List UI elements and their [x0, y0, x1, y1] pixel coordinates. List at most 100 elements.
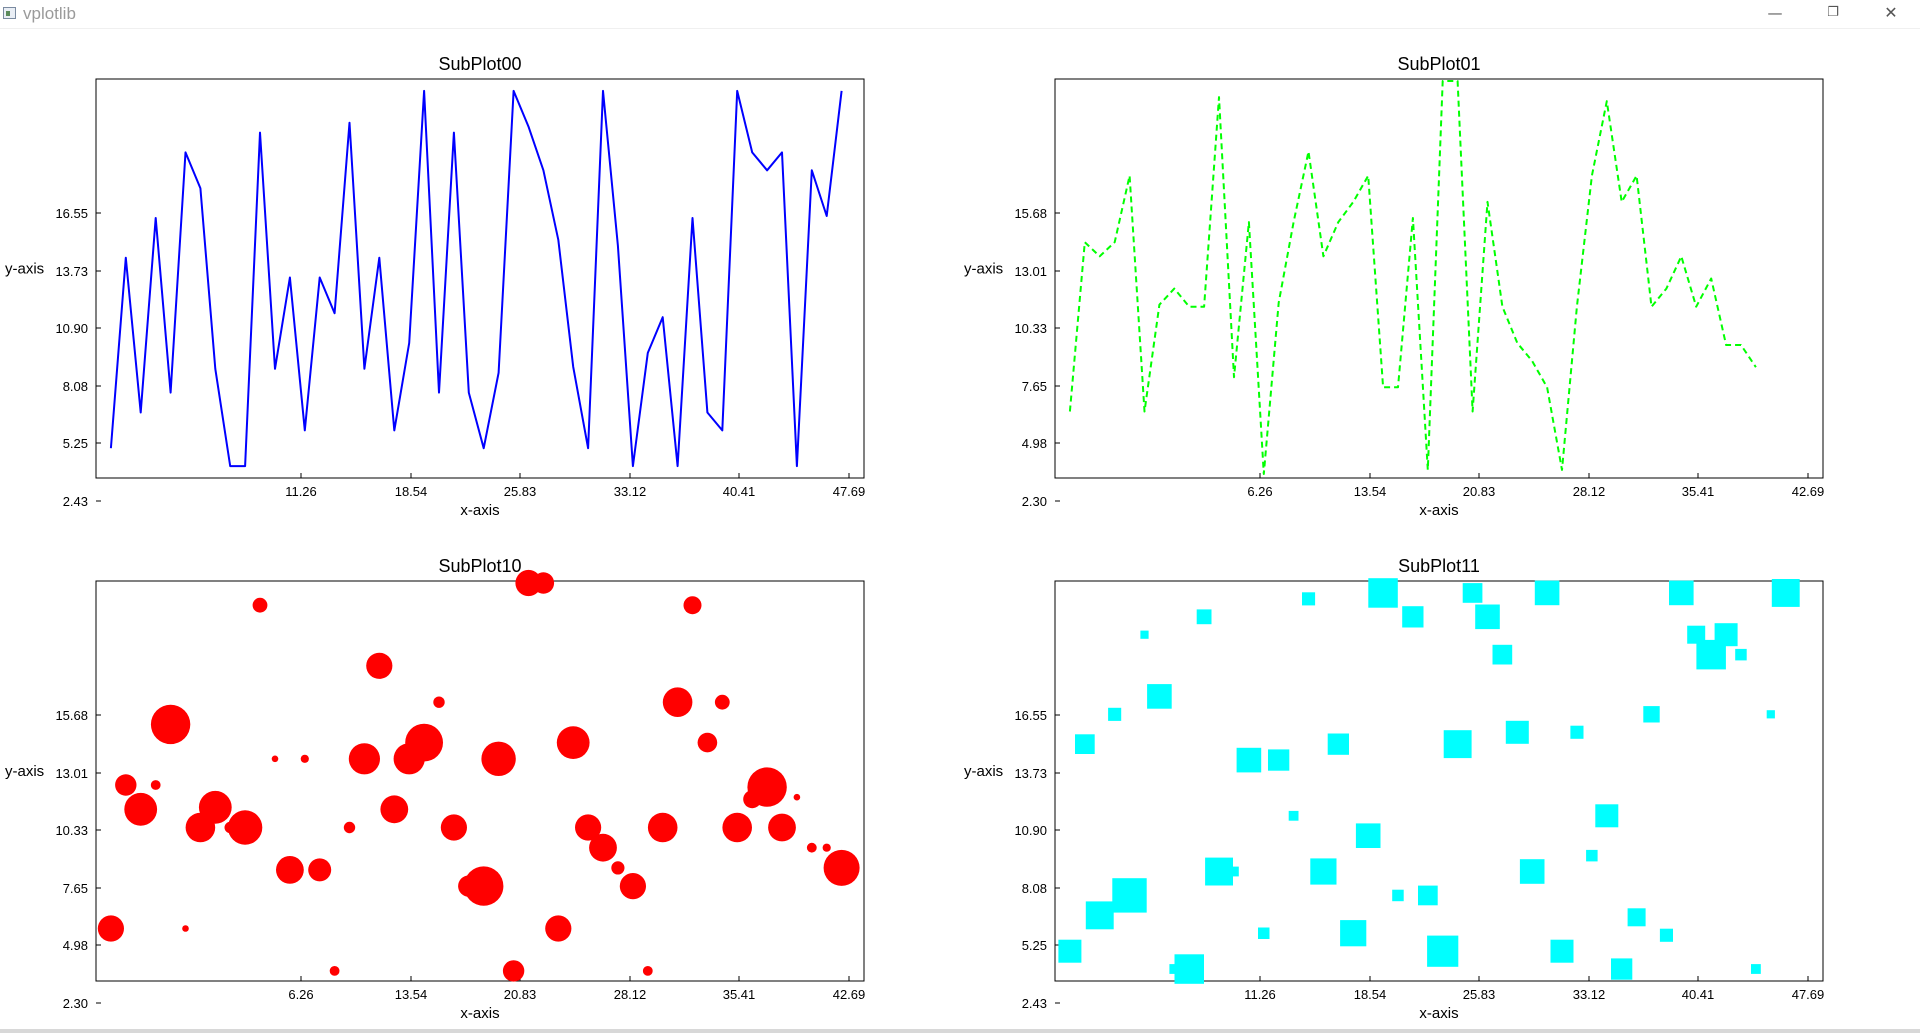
data-point [1475, 604, 1500, 630]
x-tick-label: 35.41 [723, 987, 756, 1002]
y-tick-label: 13.73 [1014, 766, 1047, 781]
minimize-button[interactable]: — [1767, 4, 1783, 22]
data-point [1751, 964, 1761, 974]
data-point [124, 792, 158, 826]
data-point [433, 696, 445, 708]
y-tick-label: 13.01 [55, 766, 88, 781]
data-point [1174, 954, 1204, 984]
y-tick-label: 2.43 [1022, 996, 1047, 1011]
data-point [1085, 901, 1114, 930]
data-point [198, 790, 232, 824]
data-point [823, 849, 860, 886]
data-point [822, 843, 831, 852]
data-point [1570, 725, 1584, 739]
window-titlebar: vplotlib — ❐ ✕ [0, 0, 1920, 29]
x-tick-label: 42.69 [833, 987, 866, 1002]
y-tick-label: 16.55 [55, 206, 88, 221]
data-point [545, 915, 572, 942]
data-point [647, 812, 678, 843]
y-axis-label: y-axis [5, 763, 44, 780]
data-point [683, 596, 702, 615]
data-point [1627, 908, 1646, 927]
x-axis-label: x-axis [1419, 1005, 1458, 1022]
chart-title: SubPlot11 [1398, 556, 1480, 576]
y-tick-label: 16.55 [1014, 708, 1047, 723]
maximize-button[interactable]: ❐ [1827, 5, 1839, 20]
sp00-chart: SubPlot00 11.26 18.54 25.83 33.12 40.41 47.69 2… [5, 54, 865, 519]
x-axis-label: x-axis [460, 502, 499, 519]
data-point [697, 732, 718, 753]
data-point [1659, 928, 1673, 942]
close-button[interactable]: ✕ [1884, 3, 1898, 22]
data-point [1462, 583, 1483, 603]
data-point [1205, 857, 1233, 886]
x-tick-label: 6.26 [288, 987, 313, 1002]
data-point [464, 866, 504, 906]
x-tick-label: 42.69 [1792, 484, 1825, 499]
x-tick-label: 6.26 [1247, 484, 1272, 499]
data-point [1534, 580, 1560, 606]
y-tick-label: 13.73 [55, 264, 88, 279]
data-point [348, 743, 380, 775]
data-point [806, 842, 817, 853]
y-axis-label: y-axis [5, 261, 44, 278]
data-point [1643, 706, 1660, 723]
data-point [1505, 720, 1529, 744]
data-point [115, 774, 137, 796]
data-point [182, 925, 189, 932]
window-title: vplotlib [23, 4, 76, 23]
data-point [481, 741, 516, 776]
data-point [1714, 623, 1738, 647]
series-line [1068, 80, 1757, 475]
data-point [1355, 823, 1381, 848]
data-point [768, 813, 796, 842]
series-line [109, 89, 843, 468]
data-point [252, 597, 268, 613]
y-axis-label: y-axis [964, 763, 1003, 780]
data-point [589, 833, 617, 862]
x-tick-label: 28.12 [1573, 484, 1606, 499]
data-point [747, 767, 787, 807]
x-tick-label: 33.12 [614, 484, 647, 499]
chart-title: SubPlot00 [438, 54, 521, 74]
data-point [227, 810, 263, 845]
data-point [662, 687, 693, 717]
data-point [366, 652, 393, 679]
data-point [1519, 859, 1545, 884]
data-point [1147, 684, 1172, 709]
data-point [1236, 747, 1262, 773]
y-axis-label: y-axis [964, 261, 1003, 278]
plot-frame [95, 78, 865, 479]
x-axis-label: x-axis [1419, 502, 1458, 519]
y-tick-label: 13.01 [1014, 264, 1047, 279]
data-point [1112, 878, 1147, 913]
data-point [1302, 592, 1316, 606]
data-point [575, 814, 602, 841]
data-point [556, 726, 590, 759]
data-point [1771, 579, 1800, 607]
data-point [1427, 935, 1459, 967]
x-tick-label: 40.41 [1682, 987, 1715, 1002]
x-tick-label: 13.54 [1354, 484, 1387, 499]
chart-title: SubPlot10 [438, 556, 521, 576]
data-point [722, 812, 752, 843]
data-point [1258, 927, 1270, 939]
data-point [1550, 939, 1574, 963]
x-tick-label: 18.54 [395, 484, 428, 499]
data-point [1418, 885, 1438, 906]
data-point [276, 856, 304, 884]
data-point [1735, 648, 1747, 661]
x-tick-label: 20.83 [1463, 484, 1496, 499]
data-point [1766, 710, 1775, 719]
data-point [308, 858, 332, 882]
y-tick-label: 4.98 [63, 938, 88, 953]
x-tick-label: 47.69 [1792, 987, 1825, 1002]
y-tick-label: 10.33 [1014, 321, 1047, 336]
y-tick-label: 10.90 [1014, 823, 1047, 838]
data-point [1611, 958, 1633, 980]
x-tick-label: 25.83 [1463, 987, 1496, 1002]
data-series [109, 89, 843, 468]
y-tick-label: 2.43 [63, 494, 88, 509]
data-series [1058, 578, 1800, 984]
y-tick-label: 10.90 [55, 321, 88, 336]
